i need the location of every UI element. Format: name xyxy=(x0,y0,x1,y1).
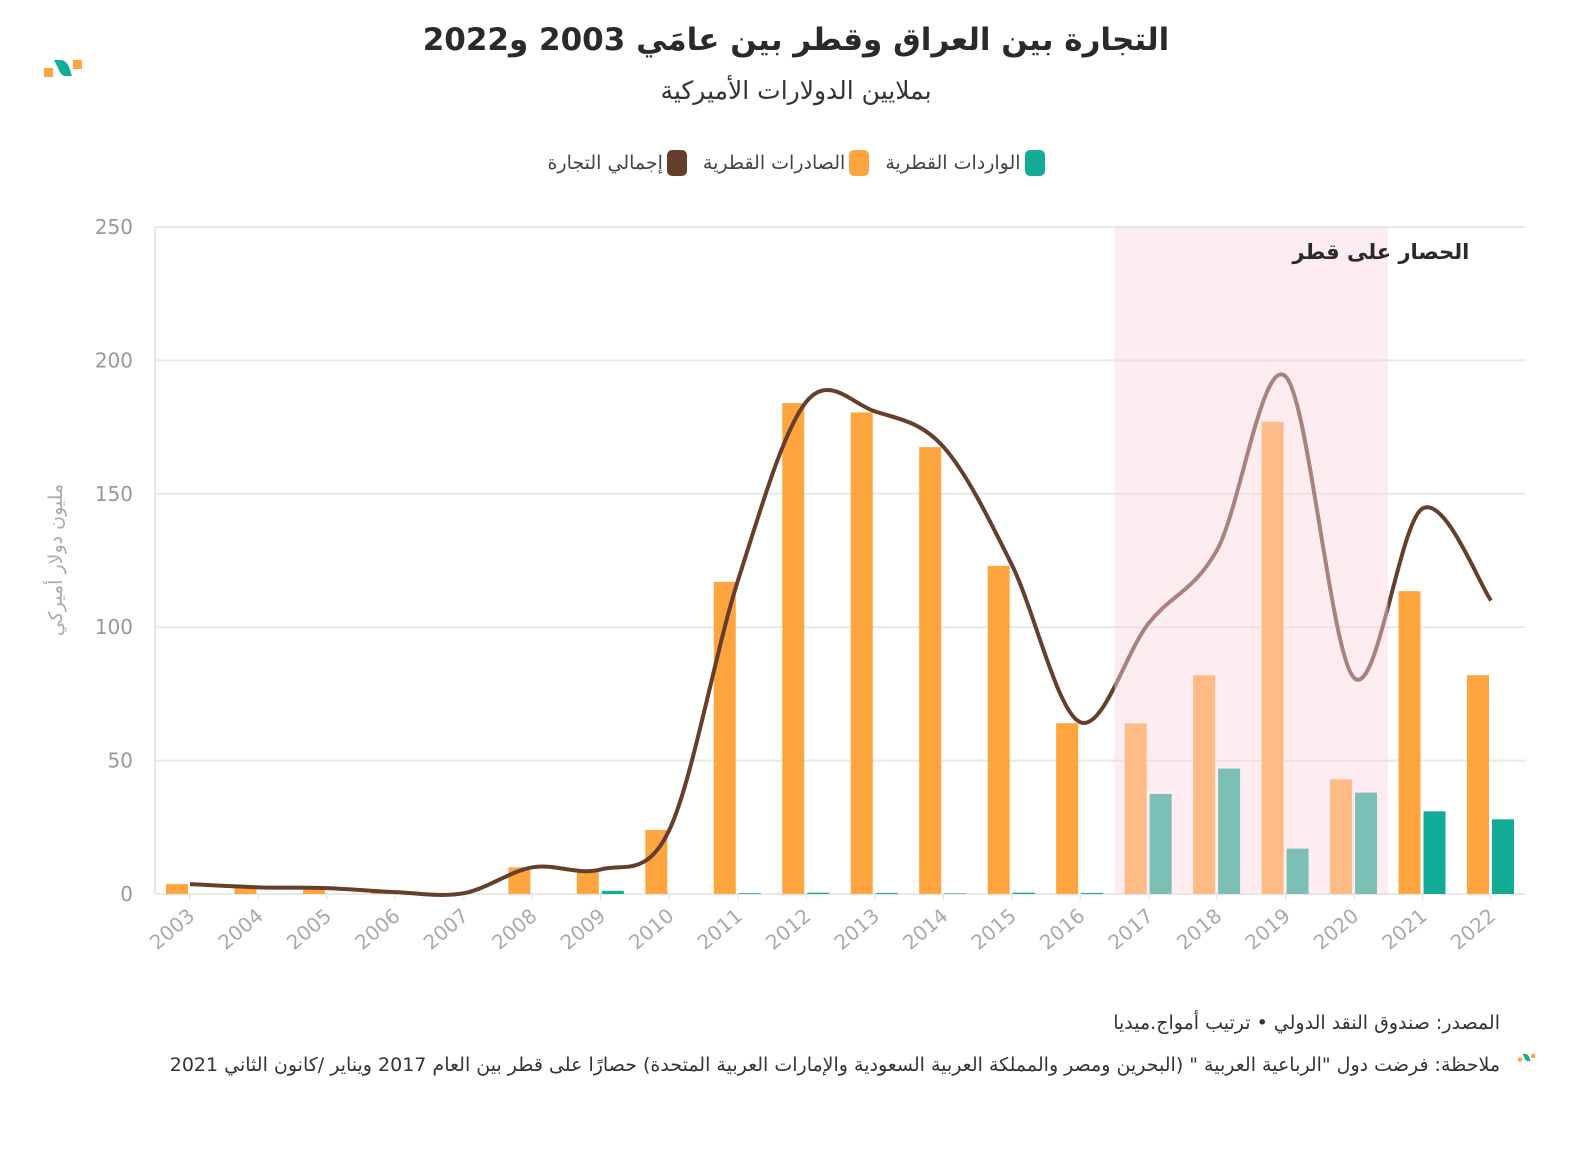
x-tick-label: 2020 xyxy=(1309,903,1363,954)
logo-icon xyxy=(44,58,84,84)
x-tick-label: 2018 xyxy=(1172,903,1226,954)
y-axis-title: مليون دولار أميركي xyxy=(43,484,67,636)
import-bar xyxy=(1492,819,1514,894)
legend-swatch-total xyxy=(666,150,687,176)
import-bar xyxy=(1081,892,1104,894)
import-bar xyxy=(1149,793,1172,894)
export-bar xyxy=(1330,779,1353,894)
legend-swatch-imports xyxy=(1024,150,1045,176)
y-tick-label: 0 xyxy=(120,882,133,906)
y-tick-label: 200 xyxy=(95,348,133,372)
x-tick-label: 2016 xyxy=(1035,903,1089,954)
import-bar xyxy=(807,892,830,894)
blockade-label: الحصار على قطر xyxy=(1291,240,1469,264)
import-bar xyxy=(944,893,967,894)
x-tick-label: 2014 xyxy=(898,903,952,954)
import-bar xyxy=(1012,892,1035,894)
x-tick-label: 2015 xyxy=(966,903,1020,954)
export-bar xyxy=(302,888,325,894)
legend-label-exports: الصادرات القطرية xyxy=(702,152,846,174)
x-tick-label: 2004 xyxy=(213,903,267,954)
legend-label-imports: الواردات القطرية xyxy=(885,152,1021,174)
export-bar xyxy=(1124,723,1147,894)
legend-label-total: إجمالي التجارة xyxy=(547,152,663,174)
export-bar xyxy=(1467,675,1489,894)
export-bar xyxy=(576,872,599,894)
x-tick-label: 2006 xyxy=(350,903,404,954)
import-bar xyxy=(1218,768,1241,894)
x-tick-label: 2013 xyxy=(830,903,884,954)
note-text: ملاحظة: فرضت دول "الرباعية العربية " (ال… xyxy=(169,1054,1500,1076)
legend: الواردات القطرية الصادرات القطرية إجمالي… xyxy=(0,150,1592,176)
import-bar xyxy=(1423,811,1446,894)
import-bar xyxy=(1355,792,1378,894)
import-bar xyxy=(738,893,761,894)
legend-swatch-exports xyxy=(849,150,870,176)
y-tick-label: 100 xyxy=(95,615,133,639)
blockade-region xyxy=(1114,227,1389,894)
export-bar xyxy=(1193,675,1216,894)
export-bar xyxy=(1398,591,1421,894)
x-tick-label: 2008 xyxy=(487,903,541,954)
x-tick-label: 2007 xyxy=(419,903,473,954)
x-tick-label: 2009 xyxy=(556,903,610,954)
export-bar xyxy=(850,412,873,894)
x-tick-label: 2012 xyxy=(761,903,815,954)
import-bar xyxy=(1286,848,1309,894)
export-bar xyxy=(713,581,736,894)
chart-title: التجارة بين العراق وقطر بين عامَي 2003 و… xyxy=(422,22,1170,58)
chart-subtitle: بملايين الدولارات الأميركية xyxy=(660,76,932,105)
x-tick-label: 2005 xyxy=(282,903,336,954)
export-bar xyxy=(234,887,257,894)
x-tick-label: 2010 xyxy=(624,903,678,954)
x-tick-label: 2003 xyxy=(145,903,199,954)
y-tick-label: 250 xyxy=(95,215,133,239)
import-bar xyxy=(875,892,898,894)
x-tick-label: 2019 xyxy=(1240,903,1294,954)
y-tick-label: 150 xyxy=(95,482,133,506)
x-tick-label: 2021 xyxy=(1377,903,1431,954)
x-tick-label: 2011 xyxy=(693,903,747,954)
export-bar xyxy=(166,884,188,894)
total-trade-line xyxy=(189,372,1493,897)
x-tick-label: 2017 xyxy=(1103,903,1157,954)
export-bar xyxy=(1261,421,1284,894)
legend-exports[interactable]: الصادرات القطرية xyxy=(702,150,870,176)
y-tick-label: 50 xyxy=(108,749,133,773)
note-logo-icon xyxy=(1518,1048,1536,1067)
legend-total[interactable]: إجمالي التجارة xyxy=(547,150,687,176)
x-tick-label: 2022 xyxy=(1446,903,1500,954)
export-bar xyxy=(782,403,805,894)
legend-imports[interactable]: الواردات القطرية xyxy=(885,150,1045,176)
export-bar xyxy=(919,447,942,894)
export-bar xyxy=(987,565,1010,894)
export-bar xyxy=(1056,723,1079,894)
import-bar xyxy=(601,890,624,894)
source-text: المصدر: صندوق النقد الدولي • ترتيب أمواج… xyxy=(1113,1012,1500,1034)
